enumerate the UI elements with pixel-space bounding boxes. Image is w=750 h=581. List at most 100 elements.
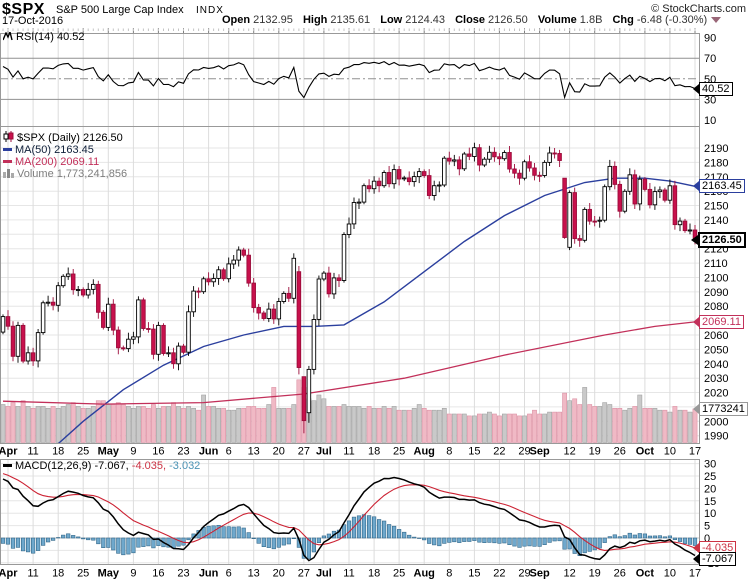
svg-text:May: May [98,446,120,458]
svg-text:22: 22 [493,568,505,580]
svg-text:2060: 2060 [704,330,728,342]
svg-text:2150: 2150 [704,201,728,213]
svg-text:May: May [98,568,120,580]
ma50-line-icon [3,148,12,151]
change-value: -6.48 (-0.30%) [636,14,708,26]
svg-text:25: 25 [393,446,405,458]
svg-text:11: 11 [27,568,38,580]
macd-signal-callout: -4.035 [693,541,737,555]
svg-text:10: 10 [704,508,716,520]
price-legend: $SPX (Daily) 2126.50 [3,131,123,144]
svg-text:11: 11 [343,568,354,580]
svg-text:70: 70 [704,53,716,65]
svg-text:2100: 2100 [704,273,728,285]
svg-text:10: 10 [704,115,716,127]
svg-text:26: 26 [614,568,626,580]
svg-text:9: 9 [130,446,136,458]
svg-text:25: 25 [393,568,405,580]
symbol-name: S&P 500 Large Cap Index [56,4,184,16]
svg-text:16: 16 [152,446,164,458]
chart-date: 17-Oct-2016 [2,15,64,27]
ma200-line-icon [3,160,12,163]
svg-text:2080: 2080 [704,301,728,313]
svg-text:25: 25 [704,471,716,483]
svg-text:11: 11 [27,446,38,458]
candlestick-icon [3,131,14,142]
svg-text:17: 17 [689,446,701,458]
symbol: $SPX [2,1,45,18]
callout-arrow-icon [693,317,699,327]
svg-text:29: 29 [518,568,530,580]
rsi-legend-label: RSI(14) 40.52 [16,31,85,43]
svg-text:25: 25 [77,568,89,580]
svg-text:2040: 2040 [704,359,728,371]
svg-text:6: 6 [226,568,232,580]
svg-text:11: 11 [343,446,354,458]
svg-text:20: 20 [704,483,716,495]
low-value: 2124.43 [405,14,445,26]
svg-text:Jul: Jul [316,446,332,458]
change-down-icon[interactable] [711,17,722,23]
macd-legend: MACD(12,26,9) -7.067, -4.035, -3.032 [3,460,200,472]
callout-arrow-icon [693,181,699,191]
rsi-line-icon [3,32,13,41]
macd-value: -7.067, [94,460,129,472]
svg-text:Sep: Sep [530,568,550,580]
open-label: Open [222,14,251,26]
svg-text:13: 13 [248,568,260,580]
svg-text:0: 0 [704,533,710,545]
svg-text:5: 5 [704,521,710,533]
svg-text:12: 12 [563,446,575,458]
ma50-legend: MA(50) 2163.45 [3,144,94,156]
ma200-legend: MA(200) 2069.11 [3,156,99,168]
volume-value-callout: 1773241 [693,402,748,416]
svg-text:22: 22 [493,446,505,458]
macd-hist-value: -3.032 [169,460,201,472]
ma200-legend-label: MA(200) 2069.11 [15,156,100,168]
volume-label: Volume [537,14,577,26]
price-legend-label: $SPX (Daily) 2126.50 [17,132,123,144]
svg-text:2140: 2140 [704,215,728,227]
copyright: © StockCharts.com [651,3,746,15]
close-label: Close [455,14,486,26]
svg-text:19: 19 [589,446,601,458]
svg-text:90: 90 [704,33,716,45]
svg-text:15: 15 [704,496,716,508]
svg-text:1990: 1990 [704,431,728,443]
svg-text:23: 23 [177,568,189,580]
last-price-callout: 2126.50 [691,232,746,248]
rsi-value-callout: 40.52 [693,82,733,96]
svg-text:6: 6 [226,446,232,458]
svg-text:19: 19 [589,568,601,580]
svg-text:20: 20 [273,446,285,458]
svg-text:10: 10 [664,446,676,458]
macd-line-icon [3,464,12,467]
svg-text:12: 12 [563,568,575,580]
exchange-tag: INDX [196,5,224,16]
macd-legend-label: MACD(12,26,9) [15,460,92,472]
svg-text:2020: 2020 [704,388,728,400]
svg-text:Oct: Oct [636,568,655,580]
svg-text:27: 27 [298,446,310,458]
volume-legend: Volume 1,773,241,856 [3,168,127,180]
svg-text:2030: 2030 [704,373,728,385]
volume-legend-label: Volume 1,773,241,856 [17,168,128,180]
svg-text:Jun: Jun [199,568,219,580]
volume-value: 1.8B [579,14,603,26]
chart-canvas: 2190218021702160215021402120211021002090… [0,28,728,580]
low-label: Low [380,14,403,26]
svg-text:Oct: Oct [636,446,655,458]
high-label: High [302,14,328,26]
svg-text:2050: 2050 [704,344,728,356]
callout-arrow-icon [693,404,699,414]
svg-text:17: 17 [689,568,701,580]
svg-text:13: 13 [248,446,260,458]
svg-text:27: 27 [298,568,310,580]
svg-text:20: 20 [273,568,285,580]
open-value: 2132.95 [253,14,293,26]
callout-arrow-icon [691,235,698,245]
callout-arrow-icon [693,543,699,553]
quote-strip: Open 2132.95 High 2135.61 Low 2124.43 Close… [215,14,722,26]
svg-text:Apr: Apr [0,568,18,580]
